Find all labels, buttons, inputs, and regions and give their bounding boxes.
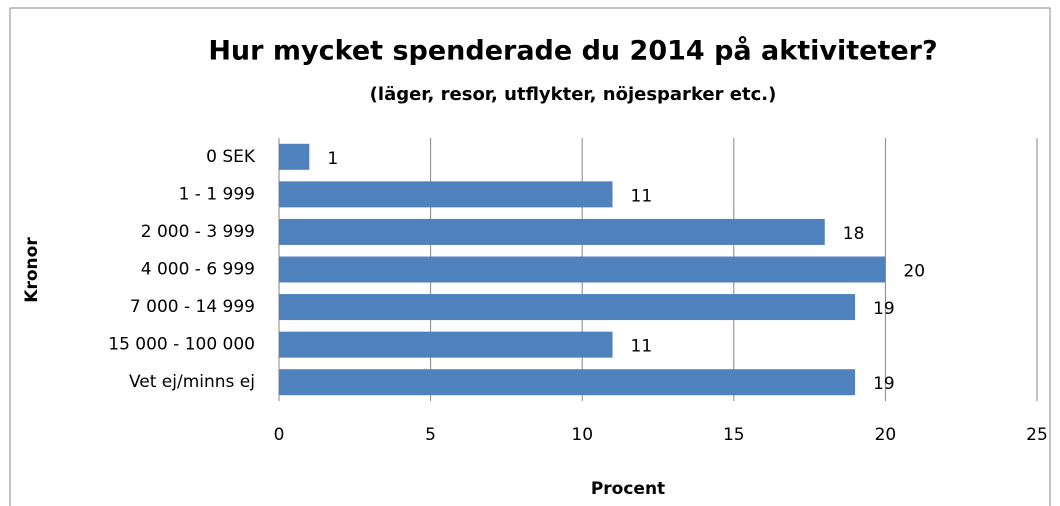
y-tick-label: 7 000 - 14 999 — [130, 297, 255, 317]
y-tick-label: 4 000 - 6 999 — [141, 260, 255, 280]
y-tick-label: Vet ej/minns ej — [129, 372, 255, 392]
y-tick-label: 1 - 1 999 — [179, 184, 255, 204]
data-label: 18 — [843, 224, 865, 244]
bar — [279, 369, 856, 396]
data-label: 11 — [631, 337, 653, 357]
y-tick-label: 15 000 - 100 000 — [108, 335, 255, 355]
chart-subtitle: (läger, resor, utflykter, nöjesparker et… — [370, 84, 777, 105]
data-label: 19 — [873, 374, 895, 394]
data-label: 19 — [873, 299, 895, 319]
x-tick-label: 10 — [571, 425, 593, 445]
data-label: 20 — [903, 262, 925, 282]
bar — [279, 294, 856, 321]
bar — [279, 256, 886, 283]
data-label: 11 — [631, 186, 653, 206]
bar — [279, 218, 825, 245]
y-tick-label: 0 SEK — [206, 147, 256, 167]
bar — [279, 143, 310, 170]
x-tick-label: 0 — [274, 425, 285, 445]
chart-title: Hur mycket spenderade du 2014 på aktivit… — [208, 35, 937, 67]
x-tick-label: 5 — [425, 425, 436, 445]
bar — [279, 331, 613, 358]
x-tick-label: 15 — [723, 425, 745, 445]
data-label: 1 — [327, 149, 338, 169]
bar — [279, 181, 613, 208]
y-tick-label: 2 000 - 3 999 — [141, 222, 255, 242]
x-tick-label: 20 — [875, 425, 897, 445]
y-axis-label: Kronor — [22, 237, 42, 303]
x-tick-label: 25 — [1026, 425, 1048, 445]
x-axis-label: Procent — [591, 479, 665, 499]
